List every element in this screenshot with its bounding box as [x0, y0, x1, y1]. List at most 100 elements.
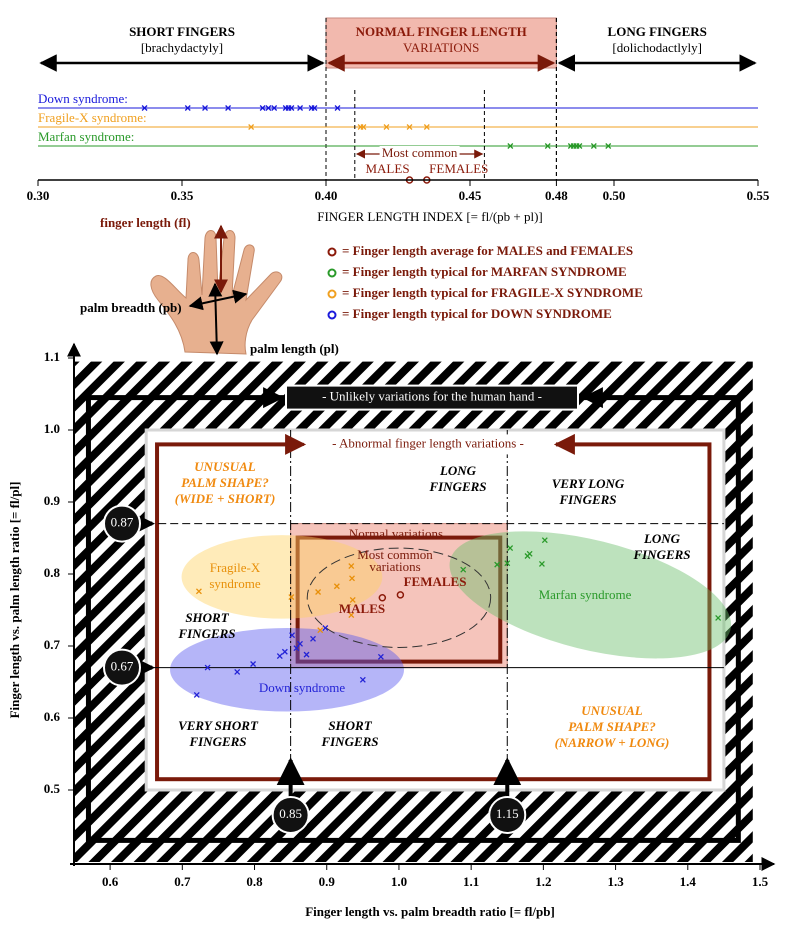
x-tick-label: 0.50 — [603, 188, 626, 203]
region-label: [dolichodactlyly] — [612, 40, 702, 55]
banner-bg — [285, 384, 579, 411]
pl-arrow — [208, 282, 224, 356]
hand-label: finger length (fl) — [100, 215, 191, 230]
legend-swatch — [327, 247, 337, 257]
average-label: MALES — [365, 161, 409, 176]
data-point — [141, 105, 148, 111]
ref-badge-label: 0.87 — [111, 515, 134, 530]
normal-label: Normal variations — [349, 526, 443, 541]
data-point — [289, 632, 296, 639]
data-point — [265, 105, 272, 111]
legend-swatch — [327, 268, 337, 278]
region-label: VARIATIONS — [403, 40, 479, 55]
y-tick-label: 0.6 — [44, 709, 61, 724]
data-point — [317, 627, 324, 634]
x-axis-title: FINGER LENGTH INDEX [= fl/(pb + pl)] — [317, 209, 543, 224]
ref-badge-label: 0.67 — [111, 659, 134, 674]
most-common-label: Most common — [357, 547, 433, 562]
average-label: FEMALES — [429, 161, 488, 176]
data-point — [281, 648, 288, 655]
data-point — [297, 105, 304, 111]
legend-text: = Finger length typical for MARFAN SYNDR… — [342, 264, 627, 279]
data-point — [234, 668, 241, 675]
average-label: MALES — [339, 601, 385, 616]
data-point — [576, 143, 583, 149]
region-label: NORMAL FINGER LENGTH — [356, 24, 527, 39]
x-tick-label: 1.1 — [463, 874, 479, 889]
zone-label: SHORT — [185, 610, 229, 625]
x-axis-title: Finger length vs. palm breadth ratio [= … — [305, 904, 555, 919]
data-point — [406, 124, 413, 130]
zone-label: (WIDE + SHORT) — [175, 491, 276, 506]
x-tick-label: 0.35 — [171, 188, 194, 203]
x-tick-label: 0.7 — [174, 874, 191, 889]
hand-label: palm breadth (pb) — [80, 300, 182, 315]
data-point — [360, 124, 367, 130]
data-point — [349, 575, 355, 582]
zone-label: LONG — [643, 531, 681, 546]
data-point — [377, 653, 384, 660]
data-point — [184, 105, 191, 111]
data-point — [507, 143, 514, 149]
data-point — [310, 635, 316, 642]
data-point — [460, 566, 467, 573]
data-point — [315, 589, 322, 595]
x-tick-label: 1.5 — [752, 874, 769, 889]
x-tick-label: 1.4 — [680, 874, 697, 889]
series-label: Down syndrome: — [38, 91, 128, 106]
region-label: SHORT FINGERS — [129, 24, 235, 39]
zone-label: UNUSUAL — [581, 703, 642, 718]
data-point — [349, 596, 356, 603]
data-point — [494, 561, 501, 568]
y-tick-label: 0.8 — [44, 565, 61, 580]
x-tick-label: 0.45 — [459, 188, 482, 203]
data-point — [348, 563, 355, 570]
data-point — [311, 105, 318, 111]
data-point — [504, 560, 511, 567]
data-point — [538, 560, 545, 567]
region-label: LONG FINGERS — [608, 24, 707, 39]
group-ellipse — [181, 535, 383, 619]
group-ellipse — [449, 531, 732, 659]
series-label: Fragile-X syndrome: — [38, 110, 147, 125]
y-axis-title: Finger length vs. palm length ratio [= f… — [7, 482, 22, 719]
x-tick-label: 1.2 — [535, 874, 551, 889]
zone-label: LONG — [439, 463, 477, 478]
data-point — [248, 124, 255, 130]
banner-label: - Unlikely variations for the human hand… — [322, 389, 542, 404]
zone-label: FINGERS — [320, 734, 378, 749]
data-point — [271, 105, 278, 111]
data-point — [225, 105, 232, 111]
group-label: Down syndrome — [259, 680, 346, 695]
data-point — [322, 625, 329, 631]
series-label: Marfan syndrome: — [38, 129, 134, 144]
x-tick-label: 1.3 — [607, 874, 624, 889]
x-tick-label: 0.9 — [319, 874, 336, 889]
legend-text: = Finger length typical for FRAGILE-X SY… — [342, 285, 643, 300]
normal-inner — [295, 535, 503, 664]
zone-label: UNUSUAL — [194, 459, 255, 474]
zone-label: VERY SHORT — [178, 718, 259, 733]
x-tick-label: 0.8 — [246, 874, 263, 889]
x-tick-label: 0.48 — [545, 188, 568, 203]
data-point — [202, 105, 208, 111]
group-label: syndrome — [209, 576, 261, 591]
data-point — [259, 105, 266, 111]
data-point — [195, 588, 202, 595]
zone-label: VERY LONG — [552, 476, 625, 491]
data-point — [507, 545, 514, 552]
zone-label: FINGERS — [632, 547, 690, 562]
ref-badge — [103, 504, 141, 543]
data-point — [544, 143, 551, 149]
most-common-ellipse — [306, 547, 492, 648]
banner-label: - Abnormal finger length variations - — [332, 435, 524, 450]
x-tick-label: 0.55 — [747, 188, 770, 203]
most-common-label: variations — [369, 559, 420, 574]
zone-label: FINGERS — [177, 626, 235, 641]
data-point — [193, 692, 200, 698]
most-common-label: Most common — [382, 145, 458, 160]
ref-badge — [271, 796, 310, 834]
ref-badge-label: 0.85 — [279, 806, 302, 821]
data-point — [297, 640, 303, 647]
